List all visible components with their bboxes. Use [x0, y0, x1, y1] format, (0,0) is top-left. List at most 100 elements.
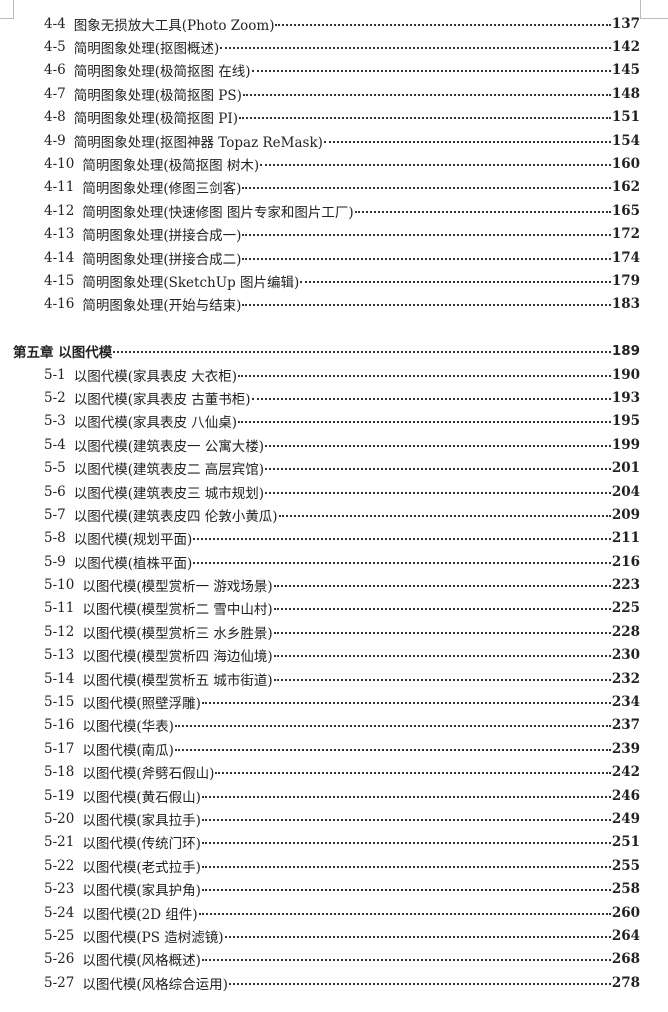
toc-entry[interactable]: 4-9 简明图象处理(抠图神器 Topaz ReMask) 154 — [0, 129, 668, 152]
entry-number: 5-13 — [44, 647, 75, 664]
toc-entry[interactable]: 5-11 以图代模(模型赏析二 雪中山村) 225 — [0, 597, 668, 620]
entry-title: 以图代模(PS 造树滤镜) — [82, 929, 224, 946]
toc-entry[interactable]: 5-14 以图代模(模型赏析五 城市街道) 232 — [0, 667, 668, 690]
entry-title: 简明图象处理(抠图概述) — [73, 41, 220, 58]
toc-entry[interactable]: 5-15 以图代模(照壁浮雕) 234 — [0, 690, 668, 713]
page-number: 209 — [611, 506, 640, 523]
toc-entry[interactable]: 5-8 以图代模(规划平面) 211 — [0, 527, 668, 550]
toc-chapter-heading[interactable]: 第五章 以图代模 189 — [0, 339, 668, 362]
dot-leader — [273, 585, 611, 588]
toc-entry[interactable]: 5-7 以图代模(建筑表皮四 伦敦小黄瓜) 209 — [0, 503, 668, 526]
toc-entry[interactable]: 5-1 以图代模(家具表皮 大衣柜) 190 — [0, 363, 668, 386]
dot-leader — [265, 468, 611, 471]
toc-entry[interactable]: 4-16 简明图象处理(开始与结束) 183 — [0, 293, 668, 316]
page-number: 232 — [611, 670, 640, 687]
toc-entry[interactable]: 5-21 以图代模(传统门环) 251 — [0, 831, 668, 854]
page-number: 142 — [611, 39, 640, 56]
page-number: 242 — [611, 764, 640, 781]
entry-title: 简明图象处理(修图三剑客) — [82, 181, 242, 198]
toc-entry[interactable]: 4-6 简明图象处理(极简抠图 在线) 145 — [0, 59, 668, 82]
page-number: 199 — [611, 436, 640, 453]
dot-leader — [201, 889, 611, 892]
entry-title: 简明图象处理(极简抠图 PS) — [73, 87, 242, 104]
toc-entry[interactable]: 5-19 以图代模(黄石假山) 246 — [0, 784, 668, 807]
toc-entry[interactable]: 5-17 以图代模(南瓜) 239 — [0, 737, 668, 760]
entry-title: 简明图象处理(抠图神器 Topaz ReMask) — [73, 134, 323, 151]
entry-title: 以图代模(风格概述) — [82, 953, 201, 970]
dot-leader — [228, 982, 611, 985]
toc-entry[interactable]: 5-12 以图代模(模型赏析三 水乡胜景) 228 — [0, 620, 668, 643]
toc-entry[interactable]: 5-25 以图代模(PS 造树滤镜) 264 — [0, 924, 668, 947]
toc-entry[interactable]: 4-14 简明图象处理(拼接合成二) 174 — [0, 246, 668, 269]
entry-number: 5-24 — [44, 904, 75, 921]
toc-entry[interactable]: 4-10 简明图象处理(极简抠图 树木) 160 — [0, 152, 668, 175]
toc-entry[interactable]: 5-5 以图代模(建筑表皮二 高层宾馆) 201 — [0, 456, 668, 479]
dot-leader — [242, 187, 611, 190]
toc-entry[interactable]: 5-4 以图代模(建筑表皮一 公寓大楼) 199 — [0, 433, 668, 456]
toc-entry[interactable]: 4-5 简明图象处理(抠图概述) 142 — [0, 35, 668, 58]
page-number: 278 — [611, 974, 640, 991]
toc-entry[interactable]: 5-6 以图代模(建筑表皮三 城市规划) 204 — [0, 480, 668, 503]
entry-title: 以图代模(传统门环) — [82, 836, 201, 853]
entry-number: 5-1 — [44, 366, 66, 383]
page-number: 148 — [611, 85, 640, 102]
entry-number: 5-14 — [44, 670, 75, 687]
page-number: 234 — [611, 694, 640, 711]
entry-number: 4-5 — [44, 39, 66, 56]
entry-title: 简明图象处理(SketchUp 图片编辑) — [82, 274, 300, 291]
page-number: 151 — [611, 109, 640, 126]
page-number: 249 — [611, 810, 640, 827]
entry-title: 以图代模(家具表皮 大衣柜) — [73, 368, 238, 385]
entry-number: 4-8 — [44, 109, 66, 126]
toc-entry[interactable]: 5-16 以图代模(华表) 237 — [0, 714, 668, 737]
toc-entry[interactable]: 5-23 以图代模(家具护角) 258 — [0, 877, 668, 900]
page-number: 260 — [611, 904, 640, 921]
dot-leader — [260, 164, 611, 167]
toc-entry[interactable]: 5-2 以图代模(家具表皮 古董书柜) 193 — [0, 386, 668, 409]
page-number: 174 — [611, 249, 640, 266]
dot-leader — [251, 397, 611, 400]
entry-number: 5-15 — [44, 694, 75, 711]
toc-entry[interactable]: 4-7 简明图象处理(极简抠图 PS) 148 — [0, 82, 668, 105]
toc-entry[interactable]: 5-3 以图代模(家具表皮 八仙桌) 195 — [0, 410, 668, 433]
dot-leader — [275, 23, 611, 26]
entry-title: 简明图象处理(极简抠图 树木) — [82, 158, 260, 175]
toc-entry[interactable]: 5-20 以图代模(家具拉手) 249 — [0, 807, 668, 830]
entry-title: 以图代模(模型赏析二 雪中山村) — [82, 602, 273, 619]
toc-entry[interactable]: 5-24 以图代模(2D 组件) 260 — [0, 901, 668, 924]
dot-leader — [273, 655, 611, 658]
toc-entry[interactable]: 4-13 简明图象处理(拼接合成一) 172 — [0, 223, 668, 246]
page-number: 165 — [611, 202, 640, 219]
toc-entry[interactable]: 5-26 以图代模(风格概述) 268 — [0, 948, 668, 971]
page-number: 137 — [611, 15, 640, 32]
page-number: 183 — [611, 296, 640, 313]
entry-title: 以图代模(模型赏析三 水乡胜景) — [82, 625, 273, 642]
page-number: 145 — [611, 62, 640, 79]
page-number: 154 — [611, 132, 640, 149]
toc-entry[interactable]: 5-22 以图代模(老式拉手) 255 — [0, 854, 668, 877]
dot-leader — [278, 514, 611, 517]
dot-leader — [198, 912, 611, 915]
entry-title: 以图代模(模型赏析一 游戏场景) — [82, 579, 273, 596]
entry-title: 以图代模(建筑表皮一 公寓大楼) — [73, 438, 265, 455]
entry-number: 5-2 — [44, 389, 66, 406]
toc-entry[interactable]: 5-9 以图代模(植株平面) 216 — [0, 550, 668, 573]
page-number: 204 — [611, 483, 640, 500]
dot-leader — [193, 561, 611, 564]
table-of-contents: 4-4 图象无损放大工具(Photo Zoom) 137 4-5 简明图象处理(抠图概述… — [0, 12, 668, 994]
toc-entry[interactable]: 4-8 简明图象处理(极简抠图 PI) 151 — [0, 106, 668, 129]
toc-entry[interactable]: 5-18 以图代模(斧劈石假山) 242 — [0, 761, 668, 784]
dot-leader — [201, 818, 611, 821]
toc-entry[interactable]: 5-13 以图代模(模型赏析四 海边仙境) 230 — [0, 644, 668, 667]
entry-title: 简明图象处理(开始与结束) — [82, 298, 242, 315]
toc-entry[interactable]: 4-15 简明图象处理(SketchUp 图片编辑) 179 — [0, 269, 668, 292]
toc-entry[interactable]: 5-10 以图代模(模型赏析一 游戏场景) 223 — [0, 573, 668, 596]
page-number: 237 — [611, 717, 640, 734]
toc-entry[interactable]: 4-11 简明图象处理(修图三剑客) 162 — [0, 176, 668, 199]
toc-entry[interactable]: 4-12 简明图象处理(快速修图 图片专家和图片工厂) 165 — [0, 199, 668, 222]
toc-entry[interactable]: 5-27 以图代模(风格综合运用) 278 — [0, 971, 668, 994]
toc-entry[interactable]: 4-4 图象无损放大工具(Photo Zoom) 137 — [0, 12, 668, 35]
entry-number: 5-19 — [44, 787, 75, 804]
entry-title: 以图代模(建筑表皮二 高层宾馆) — [73, 462, 265, 479]
page-number: 160 — [611, 156, 640, 173]
